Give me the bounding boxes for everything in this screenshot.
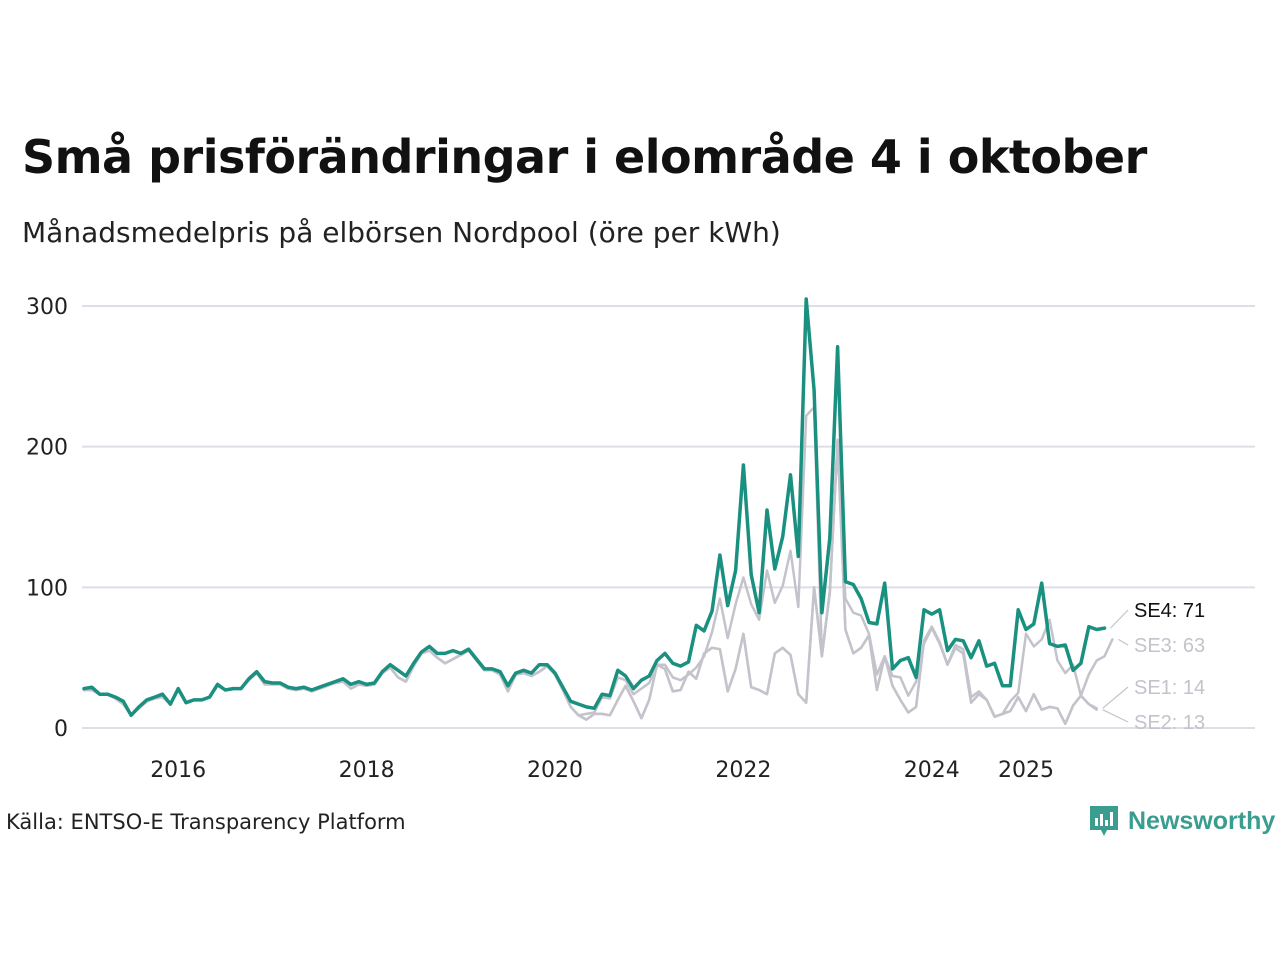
brand-name: Newsworthy bbox=[1128, 806, 1276, 835]
x-tick-label: 2018 bbox=[339, 758, 395, 783]
x-axis-ticks: 2016 2018 2020 2022 2024 2025 bbox=[150, 758, 1054, 783]
connector-se4 bbox=[1110, 609, 1129, 629]
series-line-se2 bbox=[82, 439, 1098, 726]
x-tick-label: 2022 bbox=[715, 758, 771, 783]
connector-se3 bbox=[1118, 638, 1129, 646]
connector-se2 bbox=[1102, 709, 1129, 723]
x-tick-label: 2016 bbox=[150, 758, 206, 783]
end-labels: SE4: 71 SE3: 63 SE1: 14 SE2: 13 bbox=[1102, 600, 1205, 734]
y-tick-label: 0 bbox=[54, 717, 68, 742]
series-line-se3 bbox=[82, 406, 1114, 718]
end-label-se3: SE3: 63 bbox=[1134, 635, 1205, 657]
end-label-se2: SE2: 13 bbox=[1134, 712, 1205, 734]
y-axis-ticks: 0 100 200 300 bbox=[26, 295, 68, 742]
gridlines bbox=[82, 305, 1255, 729]
source-note: Källa: ENTSO-E Transparency Platform bbox=[6, 810, 406, 834]
line-chart: 0 100 200 300 2016 2018 2020 2022 2024 2025 SE4:… bbox=[26, 295, 1255, 783]
connector-se1 bbox=[1102, 686, 1129, 709]
chart-subtitle: Månadsmedelpris på elbörsen Nordpool (ör… bbox=[22, 216, 781, 249]
series-line-se1 bbox=[82, 439, 1098, 726]
x-tick-label: 2025 bbox=[998, 758, 1054, 783]
y-tick-label: 100 bbox=[26, 576, 68, 601]
brand-logo: Newsworthy bbox=[1088, 804, 1275, 838]
end-label-se4: SE4: 71 bbox=[1134, 600, 1205, 622]
y-tick-label: 300 bbox=[26, 295, 68, 320]
end-label-se1: SE1: 14 bbox=[1134, 677, 1205, 699]
series-lines bbox=[82, 297, 1114, 726]
x-tick-label: 2024 bbox=[904, 758, 960, 783]
chart-title: Små prisförändringar i elområde 4 i okto… bbox=[22, 130, 1147, 184]
y-tick-label: 200 bbox=[26, 436, 68, 461]
newsworthy-logo-icon bbox=[1090, 806, 1118, 836]
series-line-se4 bbox=[82, 297, 1107, 718]
x-tick-label: 2020 bbox=[527, 758, 583, 783]
